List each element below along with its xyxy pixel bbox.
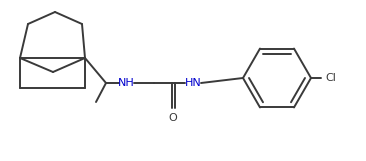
Text: O: O [169, 113, 178, 123]
Text: Cl: Cl [326, 73, 336, 83]
Text: HN: HN [184, 78, 201, 88]
Text: NH: NH [117, 78, 134, 88]
